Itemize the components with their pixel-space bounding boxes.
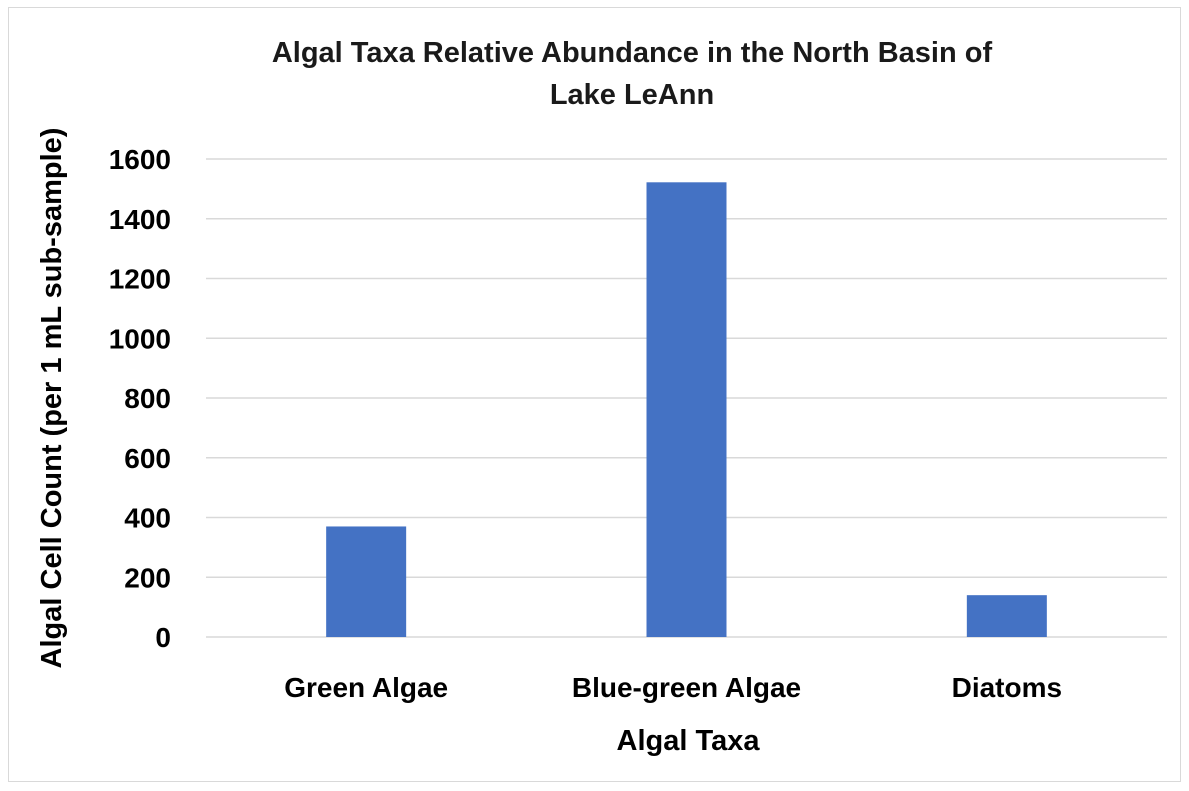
y-tick-label: 600 [124, 443, 171, 474]
y-tick-label: 1400 [109, 204, 171, 235]
y-tick-label: 0 [155, 622, 171, 653]
x-tick-label: Diatoms [952, 672, 1062, 703]
y-tick-label: 400 [124, 503, 171, 534]
bar-blue-green-algae [646, 182, 727, 638]
x-axis-ticks: Green Algae Blue-green Algae Diatoms [284, 672, 1062, 703]
chart-title-line-1: Algal Taxa Relative Abundance in the Nor… [272, 37, 993, 69]
y-tick-label: 1200 [109, 264, 171, 295]
chart-frame [8, 7, 1181, 782]
y-tick-label: 800 [124, 383, 171, 414]
x-tick-label: Blue-green Algae [572, 672, 801, 703]
x-axis-title: Algal Taxa [617, 725, 761, 757]
bar-green-algae [326, 526, 407, 637]
x-tick-label: Green Algae [284, 672, 448, 703]
bar-diatoms [966, 595, 1047, 637]
y-axis-title: Algal Cell Count (per 1 mL sub-sample) [36, 128, 68, 669]
y-tick-label: 1000 [109, 323, 171, 354]
y-axis-ticks: 0 200 400 600 800 1000 1200 1400 1600 [109, 144, 171, 653]
y-tick-label: 200 [124, 562, 171, 593]
y-tick-label: 1600 [109, 144, 171, 175]
chart-title-line-2: Lake LeAnn [550, 79, 714, 111]
bars [326, 182, 1047, 638]
